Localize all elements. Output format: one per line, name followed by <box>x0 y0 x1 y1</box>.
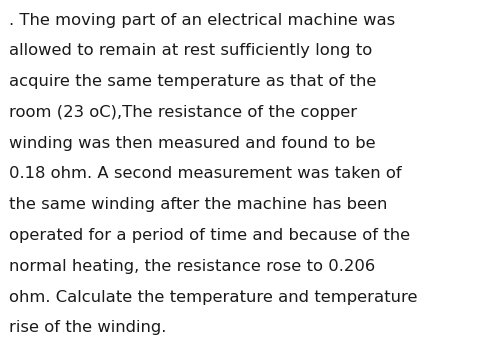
Text: . The moving part of an electrical machine was: . The moving part of an electrical machi… <box>9 13 395 28</box>
Text: room (23 oC),The resistance of the copper: room (23 oC),The resistance of the coppe… <box>9 105 357 120</box>
Text: 0.18 ohm. A second measurement was taken of: 0.18 ohm. A second measurement was taken… <box>9 166 401 182</box>
Text: normal heating, the resistance rose to 0.206: normal heating, the resistance rose to 0… <box>9 259 375 274</box>
Text: operated for a period of time and because of the: operated for a period of time and becaus… <box>9 228 410 243</box>
Text: rise of the winding.: rise of the winding. <box>9 320 166 335</box>
Text: acquire the same temperature as that of the: acquire the same temperature as that of … <box>9 74 376 89</box>
Text: allowed to remain at rest sufficiently long to: allowed to remain at rest sufficiently l… <box>9 43 372 58</box>
Text: ohm. Calculate the temperature and temperature: ohm. Calculate the temperature and tempe… <box>9 290 417 305</box>
Text: the same winding after the machine has been: the same winding after the machine has b… <box>9 197 387 212</box>
Text: winding was then measured and found to be: winding was then measured and found to b… <box>9 136 375 151</box>
